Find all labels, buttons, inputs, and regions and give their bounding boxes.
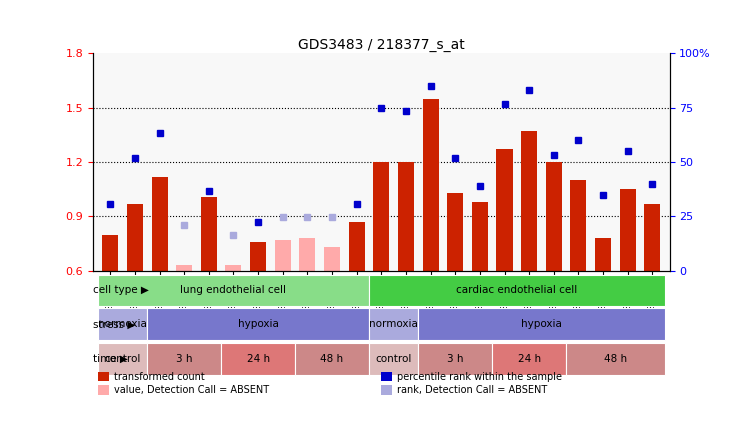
- Text: stress ▶: stress ▶: [94, 319, 136, 329]
- Text: 48 h: 48 h: [604, 354, 627, 364]
- Bar: [571, 180, 586, 271]
- Bar: [295, 343, 369, 375]
- Text: normoxia: normoxia: [98, 319, 147, 329]
- Bar: [447, 193, 464, 271]
- Title: GDS3483 / 218377_s_at: GDS3483 / 218377_s_at: [298, 38, 465, 52]
- Bar: [369, 274, 664, 305]
- Bar: [472, 202, 488, 271]
- Text: 24 h: 24 h: [518, 354, 541, 364]
- Bar: [382, 385, 392, 395]
- Bar: [373, 162, 389, 271]
- Bar: [299, 238, 315, 271]
- Text: 3 h: 3 h: [176, 354, 193, 364]
- Bar: [152, 177, 167, 271]
- Bar: [496, 149, 513, 271]
- Text: hypoxia: hypoxia: [521, 319, 562, 329]
- Bar: [221, 343, 295, 375]
- Bar: [595, 238, 611, 271]
- Text: cardiac endothelial cell: cardiac endothelial cell: [456, 285, 577, 295]
- Bar: [201, 197, 217, 271]
- Text: transformed count: transformed count: [114, 372, 205, 381]
- Bar: [98, 274, 369, 305]
- Bar: [493, 343, 566, 375]
- Bar: [225, 266, 242, 271]
- Bar: [127, 204, 143, 271]
- Text: 48 h: 48 h: [321, 354, 344, 364]
- Bar: [147, 343, 221, 375]
- Bar: [382, 372, 392, 381]
- Text: percentile rank within the sample: percentile rank within the sample: [397, 372, 562, 381]
- Bar: [521, 131, 537, 271]
- Bar: [418, 308, 664, 341]
- Text: control: control: [376, 354, 412, 364]
- Bar: [349, 222, 365, 271]
- Text: 24 h: 24 h: [246, 354, 269, 364]
- Bar: [98, 372, 109, 381]
- Bar: [369, 308, 418, 341]
- Bar: [423, 99, 439, 271]
- Bar: [566, 343, 664, 375]
- Bar: [147, 308, 369, 341]
- Text: rank, Detection Call = ABSENT: rank, Detection Call = ABSENT: [397, 385, 548, 395]
- Text: lung endothelial cell: lung endothelial cell: [181, 285, 286, 295]
- Bar: [546, 162, 562, 271]
- Bar: [620, 189, 635, 271]
- Bar: [398, 162, 414, 271]
- Bar: [418, 343, 493, 375]
- Text: control: control: [104, 354, 141, 364]
- Text: time ▶: time ▶: [94, 354, 129, 364]
- Bar: [275, 240, 291, 271]
- Bar: [250, 242, 266, 271]
- Text: hypoxia: hypoxia: [237, 319, 278, 329]
- Bar: [98, 308, 147, 341]
- Bar: [98, 385, 109, 395]
- Bar: [369, 343, 418, 375]
- Bar: [176, 266, 192, 271]
- Bar: [644, 204, 661, 271]
- Bar: [102, 234, 118, 271]
- Text: cell type ▶: cell type ▶: [94, 285, 150, 295]
- Text: value, Detection Call = ABSENT: value, Detection Call = ABSENT: [114, 385, 269, 395]
- Bar: [98, 343, 147, 375]
- Text: normoxia: normoxia: [369, 319, 418, 329]
- Text: 3 h: 3 h: [447, 354, 464, 364]
- Bar: [324, 247, 340, 271]
